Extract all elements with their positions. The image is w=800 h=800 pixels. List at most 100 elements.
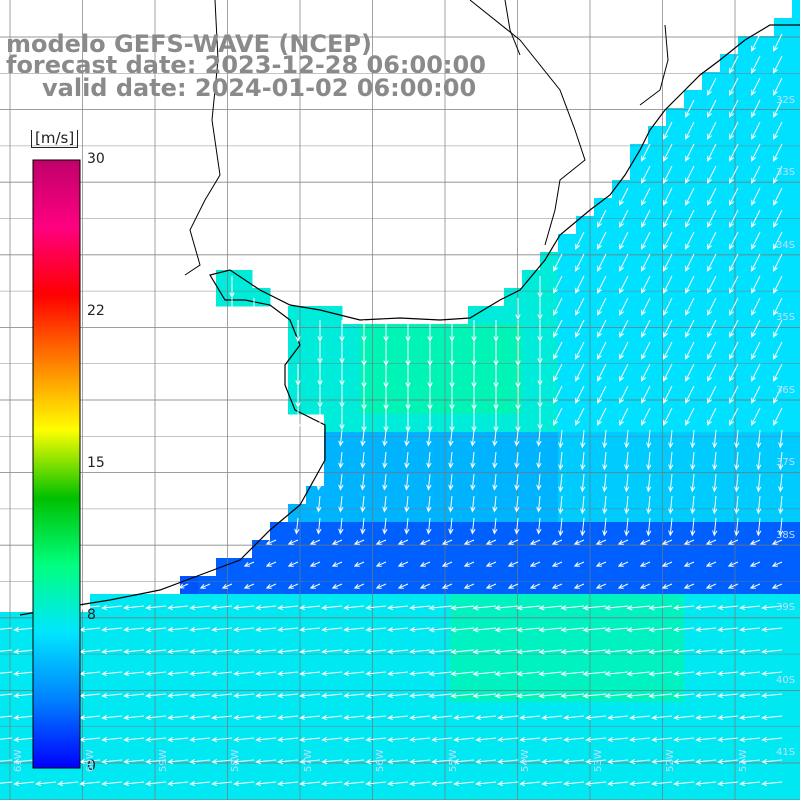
wind-arrow bbox=[233, 626, 255, 633]
field-cell bbox=[126, 738, 145, 757]
field-cell bbox=[270, 576, 289, 595]
field-cell bbox=[234, 576, 253, 595]
wind-arrow bbox=[619, 253, 629, 272]
field-cell bbox=[720, 234, 739, 253]
wind-arrow bbox=[641, 297, 651, 316]
wind-arrow bbox=[641, 407, 651, 426]
wind-arrow bbox=[492, 495, 498, 513]
field-cell bbox=[540, 612, 559, 631]
wind-arrow bbox=[475, 714, 497, 721]
field-cell bbox=[792, 666, 800, 685]
field-cell bbox=[774, 72, 793, 91]
wind-arrow bbox=[497, 714, 519, 721]
wind-arrow bbox=[287, 583, 299, 589]
field-cell bbox=[648, 756, 667, 775]
field-cell bbox=[198, 702, 217, 721]
field-cell bbox=[702, 756, 721, 775]
wind-arrow bbox=[516, 671, 541, 677]
field-cell bbox=[612, 774, 631, 793]
field-cell bbox=[486, 396, 505, 415]
field-cell bbox=[432, 324, 451, 343]
wind-arrow bbox=[295, 364, 301, 387]
wind-arrow bbox=[560, 605, 585, 611]
field-cell bbox=[396, 324, 415, 343]
field-cell bbox=[324, 684, 343, 703]
wind-arrow bbox=[538, 671, 563, 677]
field-cell bbox=[288, 702, 307, 721]
field-cell bbox=[540, 414, 559, 433]
wind-arrow bbox=[773, 275, 783, 294]
field-cell bbox=[504, 630, 523, 649]
wind-arrow bbox=[695, 670, 717, 677]
field-cell bbox=[684, 486, 703, 505]
field-cell bbox=[324, 594, 343, 613]
field-cell bbox=[378, 360, 397, 379]
wind-arrow bbox=[651, 736, 673, 743]
wind-arrow bbox=[472, 693, 497, 699]
field-cell bbox=[756, 72, 775, 91]
wind-arrow bbox=[431, 736, 453, 743]
field-cell bbox=[360, 612, 379, 631]
field-cell bbox=[198, 630, 217, 649]
wind-arrow bbox=[365, 714, 387, 721]
field-cell bbox=[738, 234, 757, 253]
wind-arrow bbox=[537, 386, 543, 409]
wind-arrow bbox=[602, 473, 608, 493]
wind-arrow bbox=[734, 451, 740, 471]
field-cell bbox=[468, 558, 487, 577]
wind-arrow bbox=[361, 320, 367, 343]
field-cell bbox=[792, 162, 800, 181]
wind-arrow bbox=[646, 429, 652, 449]
field-cell bbox=[594, 324, 613, 343]
field-cell bbox=[504, 342, 523, 361]
wind-arrow bbox=[597, 385, 607, 404]
wind-arrow bbox=[441, 539, 453, 545]
field-cell bbox=[198, 738, 217, 757]
field-cell bbox=[720, 540, 739, 559]
field-cell bbox=[666, 144, 685, 163]
field-cell bbox=[702, 270, 721, 289]
field-cell bbox=[792, 288, 800, 307]
field-cell bbox=[360, 720, 379, 739]
wind-arrow bbox=[734, 429, 740, 449]
field-cell bbox=[558, 738, 577, 757]
field-cell bbox=[792, 612, 800, 631]
field-cell bbox=[486, 558, 505, 577]
lat-label: 33S bbox=[776, 167, 796, 178]
field-cell bbox=[756, 576, 775, 595]
field-cell bbox=[594, 666, 613, 685]
lat-label: 34S bbox=[776, 240, 796, 251]
field-cell bbox=[666, 306, 685, 325]
field-cell bbox=[0, 666, 19, 685]
field-cell bbox=[738, 666, 757, 685]
field-cell bbox=[684, 504, 703, 523]
field-cell bbox=[450, 684, 469, 703]
wind-arrow bbox=[211, 626, 233, 633]
field-cell bbox=[522, 702, 541, 721]
wind-arrow bbox=[690, 429, 696, 449]
field-cell bbox=[378, 522, 397, 541]
field-cell bbox=[306, 738, 325, 757]
wind-arrow bbox=[515, 298, 521, 321]
wind-arrow bbox=[707, 385, 717, 404]
field-cell bbox=[630, 234, 649, 253]
wind-arrow bbox=[685, 209, 695, 228]
field-cell bbox=[648, 234, 667, 253]
wind-arrow bbox=[360, 517, 366, 535]
field-cell bbox=[666, 378, 685, 397]
field-cell bbox=[324, 306, 343, 325]
wind-arrow bbox=[646, 451, 652, 471]
wind-arrow bbox=[538, 693, 563, 699]
field-cell bbox=[486, 792, 505, 800]
wind-arrow bbox=[494, 605, 519, 611]
wind-arrow bbox=[585, 736, 607, 743]
wind-arrow bbox=[404, 473, 410, 491]
wind-arrow bbox=[773, 99, 783, 118]
field-cell bbox=[378, 450, 397, 469]
field-cell bbox=[594, 342, 613, 361]
field-cell bbox=[720, 198, 739, 217]
wind-arrow bbox=[751, 143, 761, 162]
wind-arrow bbox=[683, 583, 695, 589]
wind-arrow bbox=[277, 780, 299, 787]
